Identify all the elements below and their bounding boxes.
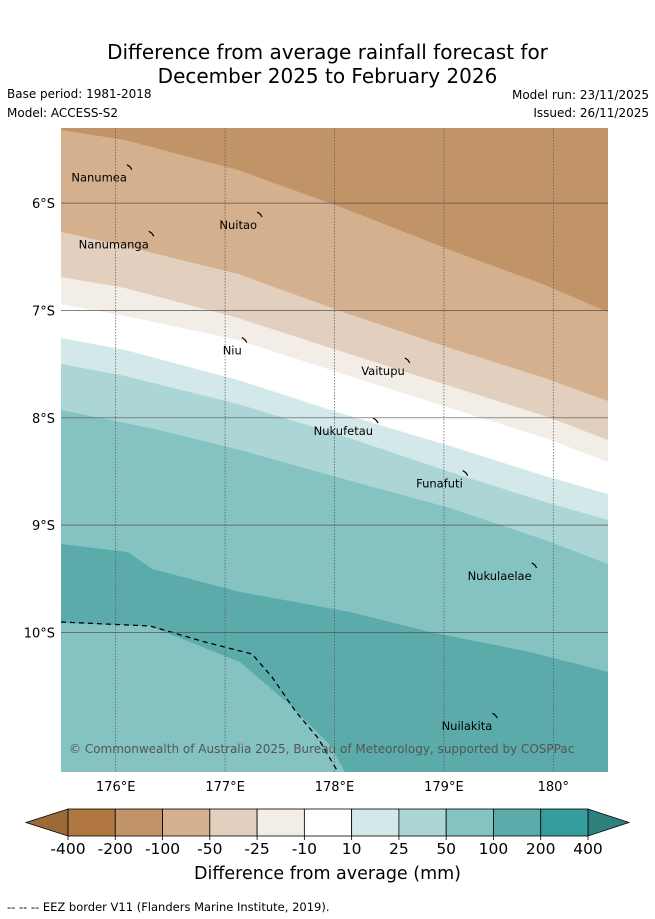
- colorbar-tick-label-7: 25: [389, 840, 409, 858]
- x-tick-label-0: 176°E: [96, 780, 136, 795]
- island-label-funafuti: Funafuti: [416, 477, 463, 491]
- y-tick-label-3: 9°S: [32, 519, 55, 534]
- model-name: Model: ACCESS-S2: [7, 106, 119, 120]
- island-mark-funafuti: [462, 470, 469, 476]
- colorbar-swatch-6: [351, 808, 400, 837]
- map-plot-area: Nanumea Nuitao Nanumanga Niu Vaitupu Nukufeta…: [61, 128, 608, 772]
- y-tick-label-1: 7°S: [32, 304, 55, 319]
- colorbar-swatch-10: [540, 808, 589, 837]
- island-label-nuitao: Nuitao: [219, 218, 257, 232]
- colorbar-tick-label-8: 50: [436, 840, 456, 858]
- colorbar-tick-label-6: 10: [342, 840, 362, 858]
- x-tick-label-3: 179°E: [424, 780, 464, 795]
- island-label-nukulaelae: Nukulaelae: [468, 569, 532, 583]
- colorbar-label: Difference from average (mm): [194, 864, 461, 884]
- colorbar-tick-label-11: 400: [573, 840, 603, 858]
- colorbar-swatch-2: [162, 808, 211, 837]
- colorbar-under-arrow: [24, 808, 69, 837]
- colorbar-swatch-3: [209, 808, 258, 837]
- colorbar-swatch-9: [493, 808, 542, 837]
- island-label-nuilakita: Nuilakita: [442, 719, 493, 733]
- island-markers: Nanumea Nuitao Nanumanga Niu Vaitupu Nukufeta…: [71, 164, 538, 733]
- chart-title: Difference from average rainfall forecas…: [0, 40, 655, 88]
- y-axis-ticks: 6°S 7°S 8°S 9°S 10°S: [24, 197, 55, 641]
- x-axis-ticks: 176°E 177°E 178°E 179°E 180°: [96, 780, 569, 795]
- colorbar-swatch-1: [114, 808, 163, 837]
- island-label-vaitupu: Vaitupu: [361, 364, 405, 378]
- colorbar-tick-label-1: -200: [98, 840, 133, 858]
- y-tick-label-4: 10°S: [24, 626, 55, 641]
- eez-border-line: [61, 621, 339, 772]
- colorbar-tick-label-5: -10: [292, 840, 317, 858]
- colorbar-tick-label-4: -25: [244, 840, 269, 858]
- colorbar-tick-label-0: -400: [50, 840, 85, 858]
- colorbar-tick-label-9: 100: [479, 840, 509, 858]
- island-mark-nanumanga: [148, 230, 155, 237]
- y-tick-label-2: 8°S: [32, 412, 55, 427]
- colorbar-tick-label-3: -50: [197, 840, 222, 858]
- island-mark-vaitupu: [404, 357, 411, 364]
- colorbar-over-arrow: [587, 808, 631, 837]
- rainfall-map: Nanumea Nuitao Nanumanga Niu Vaitupu Nukufeta…: [24, 128, 631, 884]
- island-label-nanumanga: Nanumanga: [79, 237, 149, 251]
- graticule: [61, 128, 608, 772]
- island-mark-niu: [241, 337, 248, 343]
- copyright-notice: © Commonwealth of Australia 2025, Bureau…: [69, 742, 574, 756]
- colorbar-swatch-5: [303, 808, 353, 837]
- title-line-1: Difference from average rainfall forecas…: [107, 40, 548, 64]
- base-period: Base period: 1981-2018: [7, 87, 152, 101]
- colorbar-swatch-8: [445, 808, 494, 837]
- island-label-niu: Niu: [223, 344, 242, 358]
- island-mark-nuitao: [256, 211, 263, 218]
- island-mark-nukulaelae: [531, 562, 538, 569]
- y-tick-label-0: 6°S: [32, 197, 55, 212]
- eez-legend: -- -- -- EEZ border V11 (Flanders Marine…: [7, 900, 330, 914]
- issued-date: Issued: 26/11/2025: [533, 106, 649, 120]
- band-50-to-100-south: [61, 623, 345, 772]
- x-tick-label-2: 178°E: [315, 780, 355, 795]
- colorbar-swatch-4: [256, 808, 305, 837]
- model-run: Model run: 23/11/2025: [511, 88, 649, 102]
- title-line-2: December 2025 to February 2026: [157, 64, 498, 88]
- colorbar-tick-label-2: -100: [145, 840, 180, 858]
- colorbar-swatch-0: [67, 808, 116, 837]
- x-tick-label-4: 180°: [538, 780, 569, 795]
- colorbar-tick-label-10: 200: [526, 840, 556, 858]
- island-mark-nuilakita: [491, 712, 498, 719]
- island-label-nukufetau: Nukufetau: [314, 424, 373, 438]
- colorbar: -400 -200 -100 -50 -25 -10 10 25 50 100 200 400: [24, 808, 631, 858]
- island-mark-nukufetau: [372, 417, 379, 424]
- island-label-nanumea: Nanumea: [71, 171, 127, 185]
- island-mark-nanumea: [126, 164, 133, 171]
- x-tick-label-1: 177°E: [205, 780, 245, 795]
- colorbar-swatch-7: [398, 808, 447, 837]
